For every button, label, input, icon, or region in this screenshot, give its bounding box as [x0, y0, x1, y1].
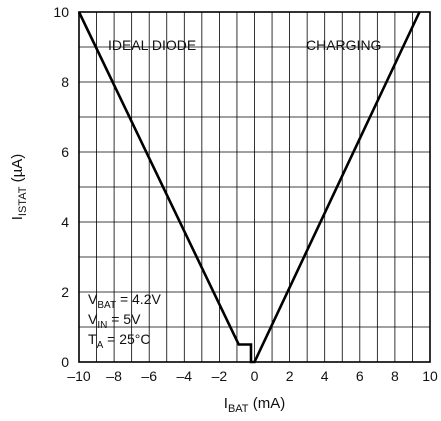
condition-line: VIN = 5V: [88, 311, 141, 331]
condition-symbol: V: [88, 311, 98, 327]
series-line: [77, 11, 421, 364]
annotation-charging: CHARGING: [306, 37, 381, 53]
y-tick-labels: 0 2 4 6 8 10: [53, 4, 69, 370]
y-tick-label: 10: [53, 4, 69, 20]
x-axis-label-main: I: [224, 395, 228, 412]
x-tick-label: 10: [422, 368, 438, 384]
x-axis-label: IBAT (mA): [224, 395, 285, 415]
x-tick-label: –2: [212, 368, 228, 384]
x-tick-label: –10: [67, 368, 91, 384]
y-tick-label: 6: [61, 144, 69, 160]
x-tick-label: 6: [356, 368, 364, 384]
y-tick-label: 0: [61, 354, 69, 370]
y-axis-label-sub: ISTAT: [17, 186, 29, 216]
condition-subscript: IN: [97, 320, 107, 331]
x-tick-label: –8: [106, 368, 122, 384]
x-tick-labels: –10 –8 –6 –4 –2 0 2 4 6 8 10: [67, 368, 438, 384]
x-tick-label: 0: [251, 368, 259, 384]
x-tick-label: 4: [321, 368, 329, 384]
annotation-ideal-diode: IDEAL DIODE: [108, 37, 196, 53]
x-tick-label: –4: [177, 368, 193, 384]
condition-symbol: T: [88, 331, 97, 347]
y-axis-label-main: I: [9, 216, 26, 220]
grid-lines: [79, 12, 430, 362]
x-tick-label: 8: [391, 368, 399, 384]
y-axis-label: IISTAT (µA): [9, 154, 29, 221]
condition-value: = 5V: [107, 311, 141, 327]
condition-line: VBAT = 4.2V: [88, 291, 161, 311]
condition-value: = 25°C: [103, 331, 150, 347]
condition-subscript: BAT: [97, 300, 116, 311]
x-axis-label-sub: BAT: [228, 403, 249, 415]
x-tick-label: 2: [286, 368, 294, 384]
condition-symbol: V: [88, 291, 98, 307]
condition-subscript: A: [97, 340, 104, 351]
condition-value: = 4.2V: [116, 291, 161, 307]
y-tick-label: 4: [61, 214, 69, 230]
y-tick-label: 2: [61, 284, 69, 300]
y-tick-label: 8: [61, 74, 69, 90]
x-tick-label: –6: [141, 368, 157, 384]
y-axis-label-rest: (µA): [9, 154, 26, 187]
condition-line: TA = 25°C: [88, 331, 150, 351]
x-axis-label-rest: (mA): [249, 395, 286, 412]
